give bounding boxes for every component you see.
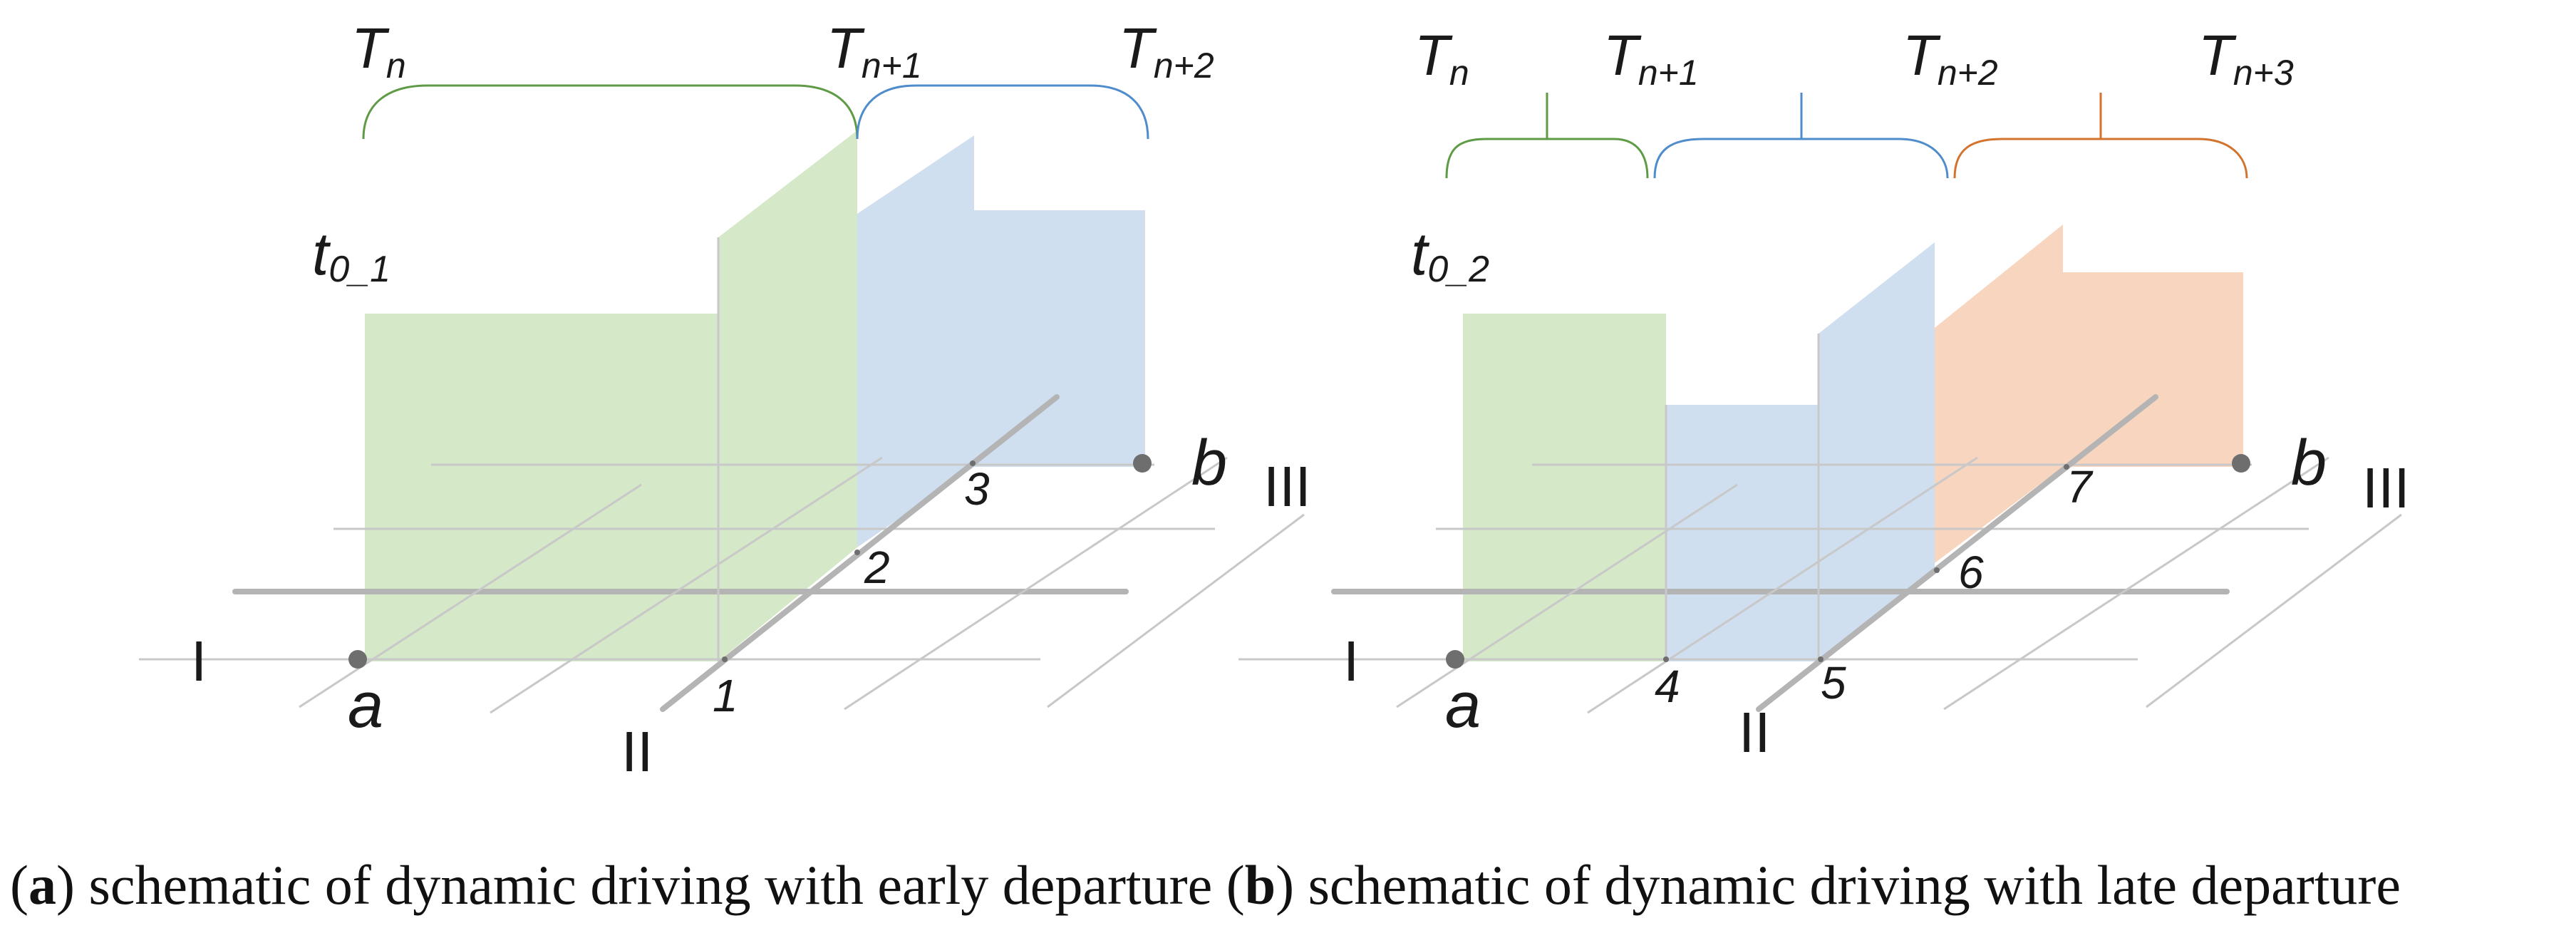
- period-label-a-0: Tn: [351, 16, 406, 86]
- route-label-III-a: III: [1263, 455, 1311, 518]
- node-5-dot: [1818, 656, 1824, 662]
- region-blue-a-2: [974, 210, 1145, 467]
- region-blue-b-2: [1819, 242, 1935, 661]
- grid-d4-a: [1047, 513, 1305, 708]
- node-label-4: 4: [1655, 661, 1680, 712]
- point-label-a-b: a: [1445, 670, 1481, 741]
- period-label-b-2: Tn+2: [1903, 24, 1998, 93]
- grid-d4-b: [2146, 513, 2402, 708]
- node-label-2: 2: [864, 542, 890, 593]
- point-a-dot-a: [348, 650, 367, 669]
- route-label-III-b: III: [2362, 456, 2410, 520]
- region-blue-b-1: [1666, 405, 1819, 661]
- region-orange-b-2: [2063, 272, 2243, 467]
- grid-d3-a: [844, 456, 1228, 711]
- point-label-a-a: a: [348, 670, 383, 741]
- node-1-dot: [722, 656, 728, 662]
- node-2-dot: [854, 550, 860, 555]
- point-b-dot-a: [1133, 454, 1152, 473]
- caption: (a) schematic of dynamic driving with ea…: [10, 854, 2401, 916]
- period-label-b-1: Tn+1: [1603, 24, 1699, 93]
- grid-d2-b: [1587, 456, 1978, 714]
- node-label-6: 6: [1958, 547, 1984, 598]
- region-green-b: [1463, 314, 1666, 661]
- panel-a: Tn Tn+1 Tn+2 t0_1 I II III a b 1 2 3: [139, 16, 1311, 783]
- period-label-a-2: Tn+2: [1119, 16, 1214, 86]
- period-label-b-0: Tn: [1414, 24, 1469, 93]
- start-time-label-a: t0_1: [312, 220, 390, 290]
- period-label-a-1: Tn+1: [827, 16, 922, 86]
- route-label-I-b: I: [1343, 629, 1359, 693]
- region-green-a: [365, 130, 857, 661]
- grid-d3-b: [1943, 456, 2329, 711]
- node-label-3: 3: [964, 463, 990, 515]
- node-label-1: 1: [713, 670, 738, 721]
- point-b-dot-b: [2232, 454, 2250, 473]
- brace-Tn1-b: [1653, 93, 1949, 179]
- node-3-dot: [970, 460, 976, 466]
- node-7-dot: [2064, 464, 2069, 470]
- node-label-7: 7: [2067, 461, 2094, 512]
- route-label-II-a: II: [621, 720, 653, 783]
- grid-d2-a: [490, 456, 883, 714]
- grid-d1-b: [1396, 483, 1738, 708]
- region-blue-a-1: [857, 135, 974, 547]
- start-time-label-b: t0_2: [1411, 220, 1489, 290]
- point-a-dot-b: [1446, 650, 1464, 669]
- route-label-II-b: II: [1739, 701, 1770, 764]
- grid-d1-a: [299, 483, 642, 708]
- node-6-dot: [1934, 567, 1940, 573]
- brace-Tn1-a: [856, 84, 1149, 140]
- brace-Tn-b: [1445, 93, 1649, 179]
- node-label-5: 5: [1821, 657, 1846, 708]
- period-label-b-3: Tn+3: [2198, 24, 2294, 93]
- brace-Tn2-b: [1953, 93, 2248, 179]
- panel-b: Tn Tn+1 Tn+2 Tn+3 t0_2 I II III a b 4 5 …: [1238, 24, 2410, 764]
- brace-Tn-a: [362, 84, 859, 140]
- road-II-b: [1756, 394, 2158, 712]
- route-label-I-a: I: [191, 629, 207, 693]
- point-label-b-a: b: [1191, 428, 1227, 499]
- region-orange-b-1: [1935, 225, 2063, 563]
- node-4-dot: [1663, 656, 1669, 662]
- point-label-b-b: b: [2291, 428, 2327, 499]
